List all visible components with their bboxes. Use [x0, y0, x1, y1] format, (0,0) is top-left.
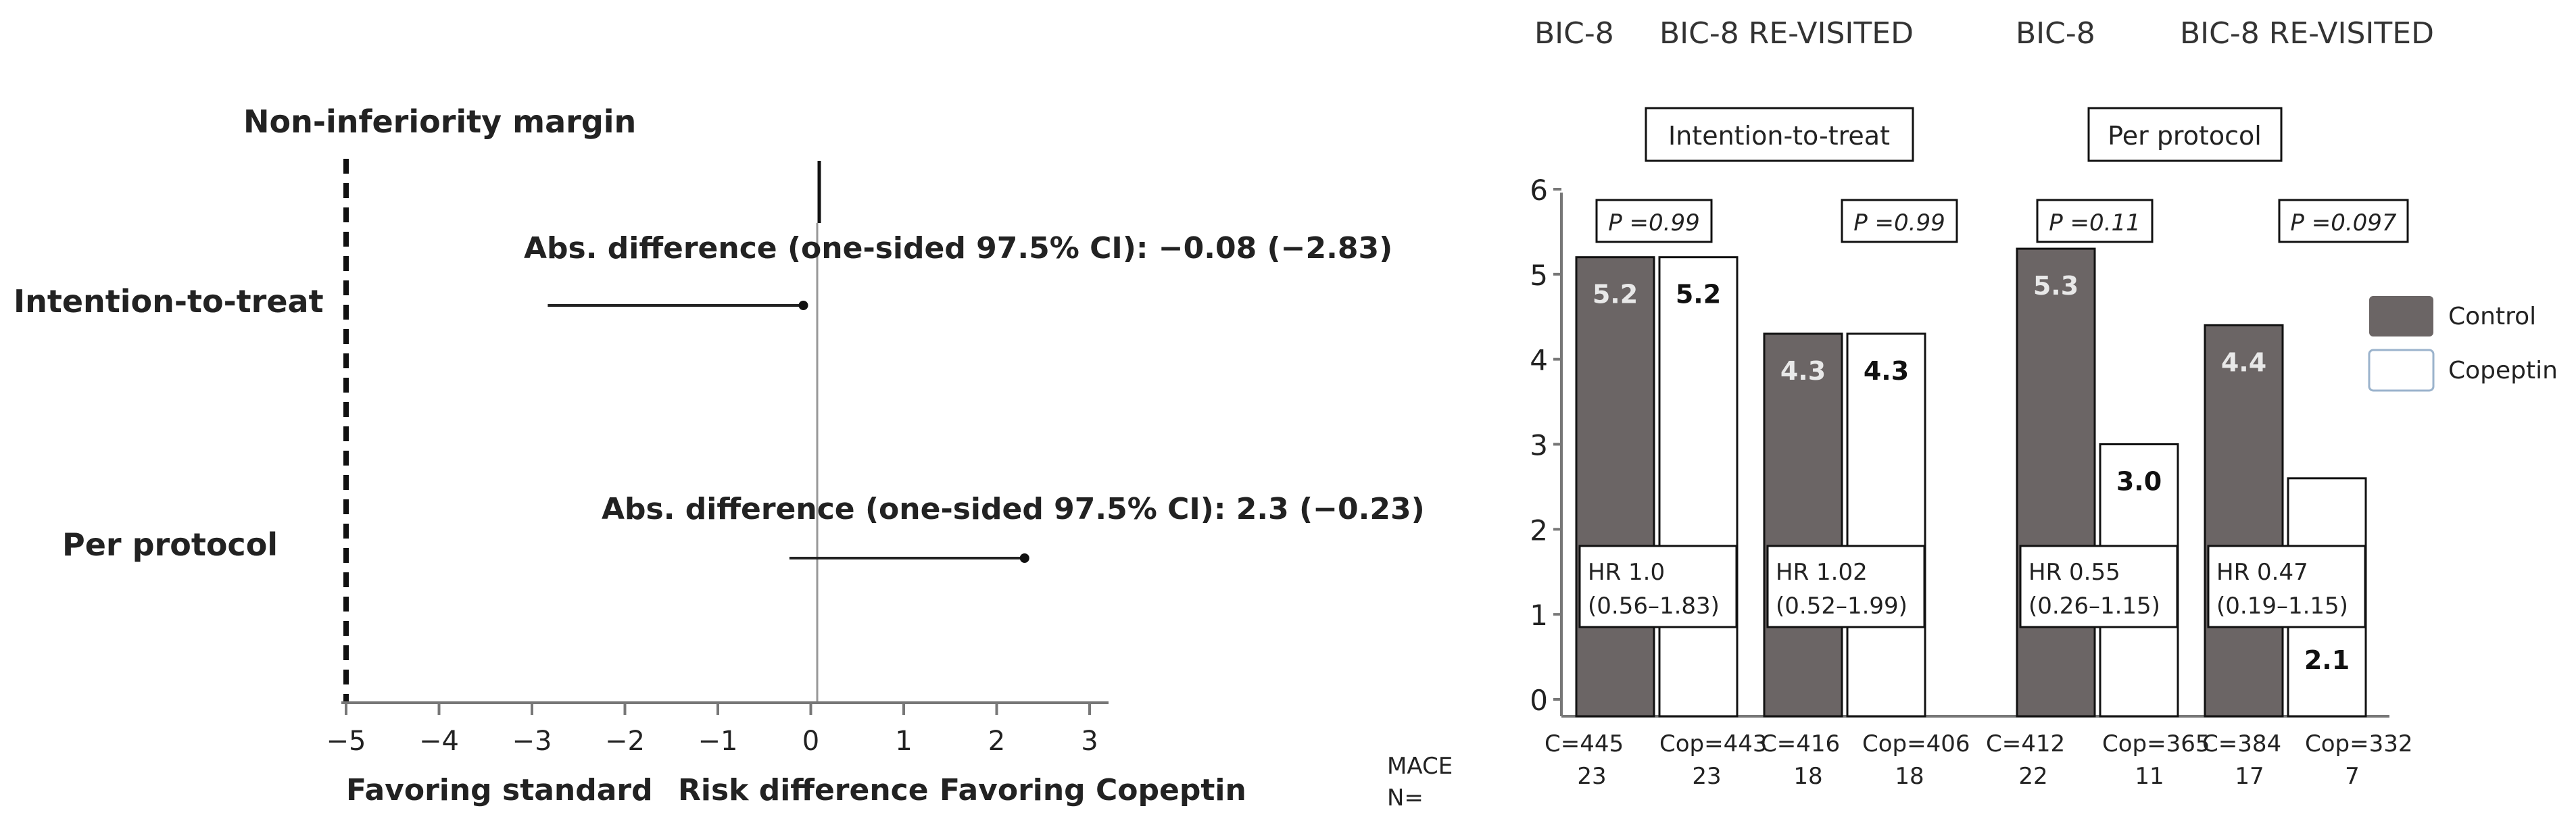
legend-swatch-control — [2369, 296, 2433, 336]
n-label: Cop=365 — [2102, 730, 2210, 757]
analysis-label: Per protocol — [2108, 121, 2262, 151]
forest-tick-label: 1 — [895, 726, 912, 757]
mace-count-label: 22 — [2018, 763, 2047, 790]
point-estimate — [1019, 553, 1029, 563]
mace-count-label: 23 — [1692, 763, 1721, 790]
copeptin-bar — [1658, 256, 1739, 718]
forest-plot: Non-inferiority margin Intention-to-trea… — [14, 103, 1425, 807]
copeptin-value-label: 5.2 — [1676, 280, 1721, 309]
n-label: C=384 — [2202, 730, 2281, 757]
bar-y-tick-label: 4 — [1530, 344, 1548, 377]
forest-row-label: Per protocol — [62, 526, 278, 563]
p-value-box — [1595, 199, 1713, 243]
forest-xlabel-center: Risk difference — [678, 773, 929, 807]
mace-count-label: 18 — [1793, 763, 1822, 790]
bar-y-tick-label: 1 — [1530, 599, 1548, 632]
p-value-label: P =0.99 — [1608, 209, 1700, 236]
p-value-label: P =0.99 — [1853, 209, 1945, 236]
hr-box — [2207, 545, 2366, 628]
hr-box — [1578, 545, 1738, 628]
point-estimate — [798, 301, 808, 310]
forest-row-label: Intention-to-treat — [14, 283, 324, 320]
mace-count-label: 11 — [2135, 763, 2164, 790]
analysis-box — [2087, 107, 2283, 162]
mace-count-label: 7 — [2345, 763, 2360, 790]
study-label: BIC-8 RE-VISITED — [1659, 16, 1914, 51]
copeptin-bar — [1846, 332, 1926, 718]
bar-y-tick-label: 0 — [1530, 684, 1548, 717]
control-value-label: 5.2 — [1593, 280, 1638, 309]
n-label: C=416 — [1761, 730, 1840, 757]
p-value-box — [2036, 199, 2154, 243]
bar-y-tick-label: 3 — [1530, 429, 1548, 462]
control-bar — [2016, 247, 2096, 718]
n-label: Cop=406 — [1862, 730, 1970, 757]
forest-annotation: Abs. difference (one-sided 97.5% CI): 2.… — [602, 492, 1425, 526]
forest-tick-label: 3 — [1081, 726, 1098, 757]
bar-y-tick-label: 5 — [1530, 259, 1548, 292]
forest-tick-label: −3 — [512, 726, 552, 757]
hr-label: HR 1.02 — [1776, 559, 1868, 586]
control-value-label: 4.3 — [1780, 356, 1826, 386]
hr-ci-label: (0.52–1.99) — [1776, 593, 1907, 620]
legend-label: Copeptin — [2448, 357, 2558, 384]
hr-label: HR 1.0 — [1588, 559, 1665, 586]
copeptin-value-label: 2.1 — [2304, 645, 2350, 675]
n-label: C=445 — [1545, 730, 1624, 757]
copeptin-value-label: 3.0 — [2116, 467, 2162, 497]
hr-ci-label: (0.19–1.15) — [2216, 593, 2348, 620]
forest-annotation: Abs. difference (one-sided 97.5% CI): −0… — [524, 231, 1392, 266]
bar-y-tick-label: 2 — [1530, 514, 1548, 547]
forest-tick-label: 0 — [802, 726, 819, 757]
forest-xlabel-right: Favoring Copeptin — [940, 773, 1246, 807]
n-label: Cop=332 — [2305, 730, 2413, 757]
mace-count-label: 18 — [1895, 763, 1924, 790]
p-value-box — [2278, 199, 2409, 243]
study-label: BIC-8 — [2016, 16, 2095, 51]
hr-ci-label: (0.26–1.15) — [2028, 593, 2160, 620]
analysis-box — [1645, 107, 1914, 162]
n-label: Cop=443 — [1659, 730, 1768, 757]
forest-tick-label: −2 — [605, 726, 645, 757]
control-bar — [1575, 256, 1655, 718]
control-bar — [1763, 332, 1843, 718]
p-value-label: P =0.11 — [2049, 209, 2141, 236]
bar-chart: BIC-8 BIC-8 BIC-8 RE-VISITED BIC-8 BIC-8… — [1387, 16, 2558, 812]
n-label: C=412 — [1986, 730, 2065, 757]
legend-label: Control — [2448, 303, 2536, 330]
study-label: BIC-8 RE-VISITED — [2180, 16, 2434, 51]
analysis-label: Intention-to-treat — [1668, 121, 1890, 151]
forest-tick-label: −5 — [326, 726, 366, 757]
control-value-label: 4.4 — [2221, 347, 2266, 377]
control-bar — [2204, 324, 2284, 718]
bar-y-tick-label: 6 — [1530, 174, 1548, 207]
hr-box — [1766, 545, 1926, 628]
hr-label: HR 0.47 — [2216, 559, 2308, 586]
hr-box — [2019, 545, 2179, 628]
legend-swatch-copeptin — [2368, 349, 2435, 392]
study-label: BIC-8 — [1534, 16, 1614, 51]
hr-label: HR 0.55 — [2028, 559, 2120, 586]
hr-ci-label: (0.56–1.83) — [1588, 593, 1720, 620]
forest-tick-label: −1 — [698, 726, 738, 757]
mace-count-label: 17 — [2235, 763, 2264, 790]
row-label: MACE — [1387, 753, 1453, 780]
forest-header: Non-inferiority margin — [243, 103, 636, 140]
forest-xlabel-left: Favoring standard — [346, 773, 653, 807]
row-label: N= — [1387, 784, 1424, 812]
p-value-box — [1841, 199, 1958, 243]
control-value-label: 5.3 — [2033, 271, 2079, 301]
forest-tick-label: −4 — [419, 726, 459, 757]
copeptin-value-label: 4.3 — [1864, 356, 1909, 386]
p-value-label: P =0.097 — [2290, 209, 2397, 236]
forest-tick-label: 2 — [988, 726, 1005, 757]
mace-count-label: 23 — [1577, 763, 1606, 790]
